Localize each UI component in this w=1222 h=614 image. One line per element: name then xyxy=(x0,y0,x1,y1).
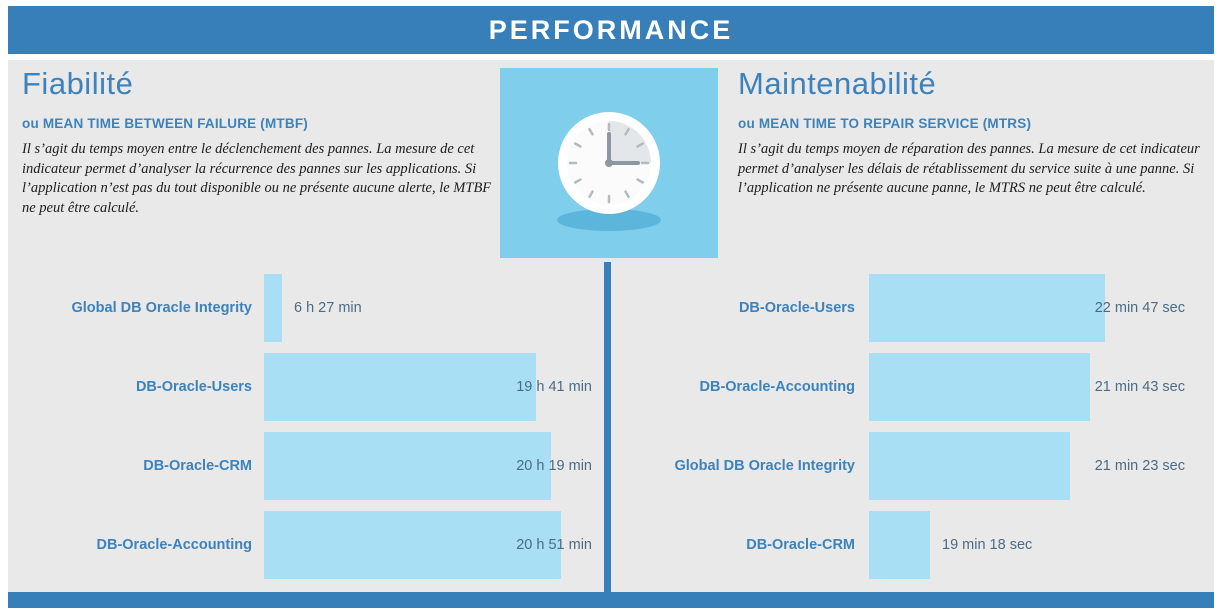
bar xyxy=(264,511,561,579)
bar-track: 21 min 43 sec xyxy=(869,353,1214,421)
bar xyxy=(869,432,1070,500)
bar xyxy=(869,274,1105,342)
vertical-divider xyxy=(604,262,611,592)
bar xyxy=(264,274,282,342)
reliability-subtitle: ou MEAN TIME BETWEEN FAILURE (MTBF) xyxy=(22,116,308,131)
bar-value: 19 min 18 sec xyxy=(942,537,1033,553)
header-banner: PERFORMANCE xyxy=(8,6,1214,54)
mtrs-chart: DB-Oracle-Users 22 min 47 sec DB-Oracle-… xyxy=(620,274,1214,590)
bar-value: 6 h 27 min xyxy=(294,300,362,316)
bar xyxy=(869,511,930,579)
page-title: PERFORMANCE xyxy=(488,14,734,45)
footer-strip xyxy=(8,592,1214,608)
clock-icon xyxy=(557,112,661,231)
bar-row: DB-Oracle-Accounting 20 h 51 min xyxy=(0,511,600,579)
bar-label: DB-Oracle-Users xyxy=(135,379,252,395)
maintainability-section: Maintenabilité ou MEAN TIME TO REPAIR SE… xyxy=(738,66,1208,199)
bar-row: DB-Oracle-Users 19 h 41 min xyxy=(0,353,600,421)
bar-label: Global DB Oracle Integrity xyxy=(674,458,856,474)
bar-label: DB-Oracle-Accounting xyxy=(96,537,253,553)
mtbf-chart: Global DB Oracle Integrity 6 h 27 min DB… xyxy=(0,274,600,590)
bar-value: 22 min 47 sec xyxy=(1094,300,1185,316)
reliability-description: Il s’agit du temps moyen entre le déclen… xyxy=(22,141,492,217)
bar-track: 22 min 47 sec xyxy=(869,274,1214,342)
bar-label: DB-Oracle-CRM xyxy=(143,458,252,474)
bar-track: 19 min 18 sec xyxy=(869,511,1214,579)
bar-label: DB-Oracle-Accounting xyxy=(699,379,856,395)
bar-track: 20 h 51 min xyxy=(264,511,600,579)
bar-row: DB-Oracle-Users 22 min 47 sec xyxy=(620,274,1214,342)
bar-row: Global DB Oracle Integrity 6 h 27 min xyxy=(0,274,600,342)
bar-track: 20 h 19 min xyxy=(264,432,600,500)
bar-row: DB-Oracle-CRM 20 h 19 min xyxy=(0,432,600,500)
maintainability-description: Il s’agit du temps moyen de réparation d… xyxy=(738,141,1200,197)
bar-track: 6 h 27 min xyxy=(264,274,600,342)
clock-tile xyxy=(500,68,718,258)
bar-row: DB-Oracle-Accounting 21 min 43 sec xyxy=(620,353,1214,421)
bar-track: 21 min 23 sec xyxy=(869,432,1214,500)
maintainability-subtitle: ou MEAN TIME TO REPAIR SERVICE (MTRS) xyxy=(738,116,1032,131)
bar xyxy=(264,432,551,500)
bar-value: 21 min 23 sec xyxy=(1094,458,1185,474)
bar-label: Global DB Oracle Integrity xyxy=(71,300,253,316)
bar xyxy=(264,353,536,421)
bar-row: DB-Oracle-CRM 19 min 18 sec xyxy=(620,511,1214,579)
reliability-title: Fiabilité xyxy=(22,66,134,101)
maintainability-title: Maintenabilité xyxy=(738,66,937,101)
bar-value: 21 min 43 sec xyxy=(1094,379,1185,395)
bar-label: DB-Oracle-Users xyxy=(738,300,855,316)
bar-value: 19 h 41 min xyxy=(516,379,592,395)
bar-row: Global DB Oracle Integrity 21 min 23 sec xyxy=(620,432,1214,500)
bar xyxy=(869,353,1090,421)
bar-value: 20 h 19 min xyxy=(516,458,592,474)
bar-track: 19 h 41 min xyxy=(264,353,600,421)
bar-value: 20 h 51 min xyxy=(516,537,592,553)
bar-label: DB-Oracle-CRM xyxy=(746,537,855,553)
reliability-section: Fiabilité ou MEAN TIME BETWEEN FAILURE (… xyxy=(22,66,492,219)
